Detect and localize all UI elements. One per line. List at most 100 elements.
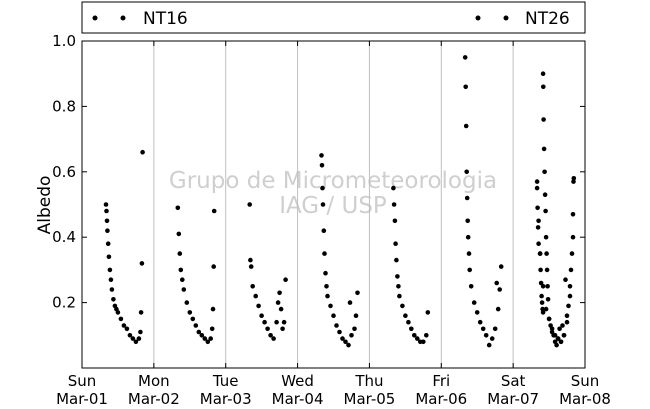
data-point-nt16 [540, 284, 546, 289]
data-point-nt16 [324, 284, 329, 289]
data-point-nt16 [140, 149, 145, 155]
data-point-nt16 [111, 297, 116, 302]
data-point-nt26 [568, 267, 574, 273]
data-point-nt16 [106, 254, 112, 260]
x-tick-day-label: Sat [501, 372, 526, 390]
data-point-nt16 [121, 323, 127, 328]
data-point-nt16 [138, 329, 143, 335]
gridlines [153, 41, 514, 368]
data-point-nt16 [265, 326, 270, 332]
y-axis: 0.2 0.4 0.6 0.8 1.0 [52, 32, 585, 312]
watermark-line-2: IAG / USP [279, 193, 387, 219]
data-point-nt16 [464, 169, 470, 175]
x-tick-date-label: Mar-02 [128, 390, 180, 408]
data-point-nt26 [536, 241, 541, 246]
data-point-nt16 [199, 333, 205, 338]
data-point-nt26 [541, 117, 546, 122]
data-point-nt16 [281, 319, 287, 325]
data-point-nt16 [248, 264, 254, 269]
data-point-nt26 [541, 84, 546, 90]
x-tick-date-label: Mar-03 [200, 390, 252, 408]
watermark-line-1: Grupo de Micrometeorologia [169, 168, 497, 194]
data-point-nt16 [209, 326, 215, 332]
data-point-nt16 [567, 284, 573, 289]
data-point-nt16 [391, 185, 396, 191]
data-point-nt16 [534, 179, 540, 184]
y-tick-label: 0.4 [52, 228, 76, 246]
data-point-nt26 [571, 179, 576, 184]
data-point-nt26 [537, 251, 543, 256]
y-tick-label: 0.6 [52, 163, 76, 181]
data-point-nt16 [334, 323, 339, 328]
data-point-nt16 [331, 313, 336, 319]
x-axis: SunMar-01MonMar-02TueMar-03WedMar-04ThuM… [56, 41, 611, 408]
data-point-nt16 [109, 287, 115, 292]
x-tick-day-label: Tue [212, 372, 239, 390]
data-point-nt26 [542, 192, 548, 197]
data-point-nt16 [320, 202, 326, 207]
data-point-nt26 [538, 267, 543, 273]
data-point-nt16 [394, 257, 399, 263]
data-point-nt16 [467, 267, 473, 273]
data-point-nt16 [412, 333, 417, 338]
data-point-nt26 [558, 339, 564, 345]
data-point-nt16 [138, 310, 144, 315]
data-point-nt26 [542, 169, 547, 175]
x-tick-date-label: Mar-08 [559, 390, 611, 408]
data-point-nt26 [540, 310, 546, 315]
data-point-nt16 [247, 202, 252, 207]
data-point-nt16 [211, 208, 217, 214]
data-point-nt16 [471, 300, 477, 305]
data-point-nt16 [193, 323, 199, 328]
data-point-nt16 [320, 185, 325, 191]
x-tick-date-label: Mar-05 [344, 390, 396, 408]
data-point-nt26 [546, 316, 552, 322]
data-point-nt16 [205, 339, 211, 345]
data-point-nt16 [464, 195, 470, 201]
x-tick-day-label: Mon [138, 372, 170, 390]
data-point-nt16 [278, 306, 284, 312]
data-point-nt26 [557, 326, 562, 332]
data-point-nt16 [392, 218, 398, 224]
data-point-nt16 [477, 319, 483, 325]
data-point-nt16 [322, 251, 327, 256]
data-point-nt26 [545, 297, 551, 302]
data-point-nt16 [124, 326, 130, 332]
data-point-nt16 [325, 293, 330, 299]
data-point-nt16 [347, 300, 353, 305]
data-point-nt26 [535, 205, 540, 211]
plot-frame [81, 40, 586, 369]
data-point-nt16 [175, 205, 181, 211]
data-point-nt26 [569, 251, 575, 256]
data-point-nt16 [105, 228, 110, 233]
x-tick-date-label: Mar-01 [56, 390, 108, 408]
data-point-nt16 [268, 333, 273, 338]
data-point-nt26 [561, 333, 567, 338]
data-point-nt16 [190, 316, 196, 322]
legend-box [81, 1, 586, 34]
data-point-nt16 [178, 267, 184, 273]
data-point-nt26 [564, 319, 570, 325]
data-point-nt16 [253, 293, 258, 299]
x-tick-day-label: Sun [571, 372, 600, 390]
data-point-nt26 [544, 267, 550, 273]
data-point-nt16 [564, 313, 570, 319]
y-tick-label: 0.8 [52, 97, 76, 115]
data-point-nt16 [465, 234, 471, 240]
data-point-nt16 [466, 251, 472, 256]
data-point-nt16 [104, 218, 110, 224]
data-point-nt16 [406, 319, 411, 325]
data-point-nt26 [560, 323, 565, 328]
data-point-nt16 [319, 153, 324, 158]
data-point-nt16 [486, 342, 492, 348]
data-point-nt16 [274, 319, 279, 325]
data-point-nt16 [280, 326, 285, 332]
data-point-nt16 [425, 310, 431, 315]
data-point-nt16 [133, 339, 139, 345]
data-point-nt16 [498, 264, 504, 269]
data-point-nt16 [353, 313, 359, 319]
data-point-nt16 [184, 300, 190, 305]
data-point-nt26 [538, 280, 544, 286]
data-point-nt16 [208, 336, 213, 341]
data-point-nt16 [421, 339, 426, 345]
